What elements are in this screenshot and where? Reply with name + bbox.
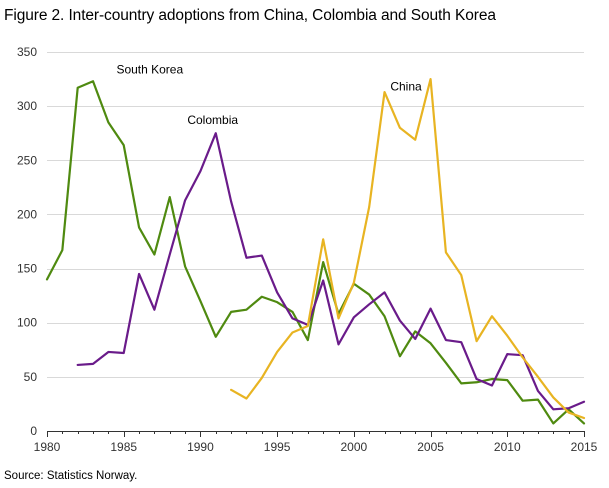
x-tick-label: 2015 [571, 440, 598, 454]
y-tick-label: 50 [24, 370, 38, 384]
series-lines [45, 77, 586, 425]
y-tick-label: 250 [17, 153, 37, 167]
x-tick-label: 2010 [494, 440, 521, 454]
y-tick-label: 300 [17, 99, 37, 113]
y-tick-label: 100 [17, 316, 37, 330]
series-line-china [230, 77, 586, 420]
series-line-south-korea [45, 80, 586, 425]
x-tick-label: 2000 [341, 440, 368, 454]
x-tick-label: 1980 [34, 440, 61, 454]
chart-title: Figure 2. Inter-country adoptions from C… [4, 7, 496, 24]
y-tick-label: 350 [17, 45, 37, 59]
series-line-colombia [76, 132, 586, 411]
x-tick-label: 1985 [110, 440, 137, 454]
gridlines [47, 52, 584, 378]
series-label-china: China [390, 80, 422, 94]
x-tick-label: 2005 [417, 440, 444, 454]
x-tick-label: 1995 [264, 440, 291, 454]
y-tick-label: 200 [17, 207, 37, 221]
series-label-colombia: Colombia [187, 113, 238, 127]
series-label-south-korea: South Korea [116, 62, 183, 76]
source-note: Source: Statistics Norway. [4, 470, 138, 482]
y-tick-label: 0 [30, 424, 37, 438]
x-tick-label: 1990 [187, 440, 214, 454]
axes: 0 50 100 150 200 250 300 350 1980 1985 1990 1995 200… [17, 45, 598, 454]
y-tick-label: 150 [17, 262, 37, 276]
series-labels: South Korea Colombia China [116, 62, 422, 127]
